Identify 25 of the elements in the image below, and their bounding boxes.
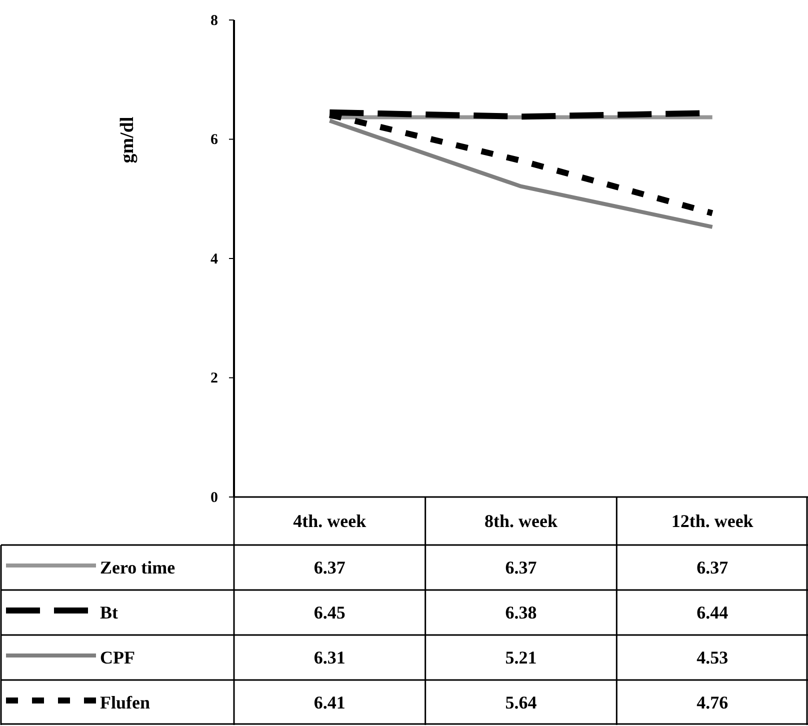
data-label: 6.44	[696, 602, 728, 622]
y-axis-title: gm/dl	[117, 116, 138, 164]
data-label: 6.37	[696, 558, 728, 578]
data-label: 6.45	[314, 602, 346, 622]
data-label: 5.21	[505, 648, 537, 668]
data-label: 4.76	[696, 692, 728, 712]
x-tick-label: 4th. week	[293, 511, 366, 531]
data-label: 6.37	[314, 558, 346, 578]
y-tick-label: 4	[210, 251, 218, 268]
x-tick-label: 8th. week	[484, 511, 558, 531]
data-label: 6.41	[314, 692, 346, 712]
y-tick-label: 6	[210, 132, 218, 148]
data-label: 5.64	[505, 692, 537, 712]
data-label: 4.53	[696, 648, 728, 668]
y-tick-label: 8	[210, 12, 218, 29]
y-tick-label: 2	[210, 370, 218, 387]
legend-label: Zero time	[100, 558, 176, 578]
y-tick-label: 0	[210, 490, 218, 506]
data-label: 6.31	[314, 648, 346, 668]
data-label: 6.38	[505, 602, 537, 622]
legend-label: Flufen	[100, 692, 150, 712]
x-tick-label: 12th. week	[671, 511, 754, 531]
data-label: 6.37	[505, 558, 537, 578]
legend-label: CPF	[100, 648, 135, 668]
legend-label: Bt	[100, 602, 118, 622]
